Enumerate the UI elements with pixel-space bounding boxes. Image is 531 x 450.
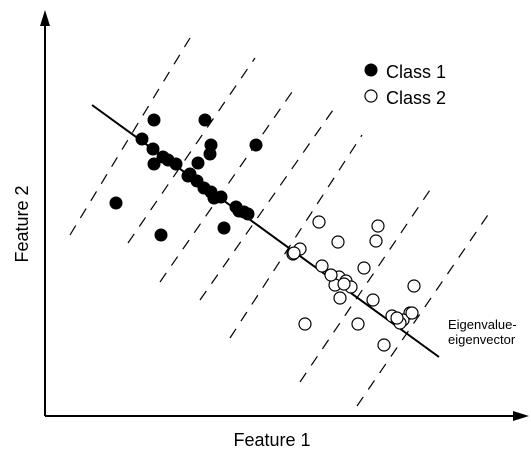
class1-point [135, 132, 149, 146]
dashed-projection-line [127, 57, 256, 244]
class2-point [366, 293, 380, 307]
class1-point [147, 113, 161, 127]
class2-point [369, 234, 383, 248]
y-axis-label: Feature 2 [12, 185, 32, 262]
class2-point [315, 259, 329, 273]
class1-point [217, 221, 231, 235]
class2-point [333, 291, 347, 305]
class1-point [191, 156, 205, 170]
class1-point [146, 142, 160, 156]
class2-point [298, 317, 312, 331]
annotation-line-2: eigenvector [448, 332, 516, 347]
legend-class2-marker [364, 89, 378, 103]
x-axis-label: Feature 1 [233, 430, 310, 450]
class2-point [371, 219, 385, 233]
class2-point [324, 268, 338, 282]
class1-points [109, 113, 263, 242]
x-axis-arrowhead [513, 411, 529, 421]
class1-point [161, 153, 175, 167]
legend-class1-marker [364, 63, 378, 77]
class2-point [407, 279, 421, 293]
dashed-projection-line [199, 109, 334, 301]
class1-point [241, 207, 255, 221]
dashed-projection-line [69, 37, 191, 236]
class1-point [109, 196, 123, 210]
class2-point [405, 306, 419, 320]
dashed-projection-line [159, 91, 293, 283]
dashed-projection-lines [69, 37, 493, 407]
class2-points [286, 215, 421, 352]
class2-point [331, 235, 345, 249]
dashed-projection-line [229, 134, 363, 339]
class1-point [154, 228, 168, 242]
y-axis-arrowhead [40, 10, 50, 26]
class1-point [198, 113, 212, 127]
class1-point [147, 157, 161, 171]
class2-point [357, 261, 371, 275]
class2-point [337, 277, 351, 291]
class1-point [181, 169, 195, 183]
legend-class1-label: Class 1 [386, 62, 446, 82]
legend-class2-label: Class 2 [386, 88, 446, 108]
class2-point [287, 246, 301, 260]
class2-point [312, 215, 326, 229]
class1-point [197, 181, 211, 195]
class2-point [351, 317, 365, 331]
class2-point [390, 311, 404, 325]
class1-point [249, 138, 263, 152]
class1-point [203, 147, 217, 161]
class1-point [207, 191, 221, 205]
class2-point [377, 338, 391, 352]
annotation-line-1: Eigenvalue- [448, 317, 517, 332]
